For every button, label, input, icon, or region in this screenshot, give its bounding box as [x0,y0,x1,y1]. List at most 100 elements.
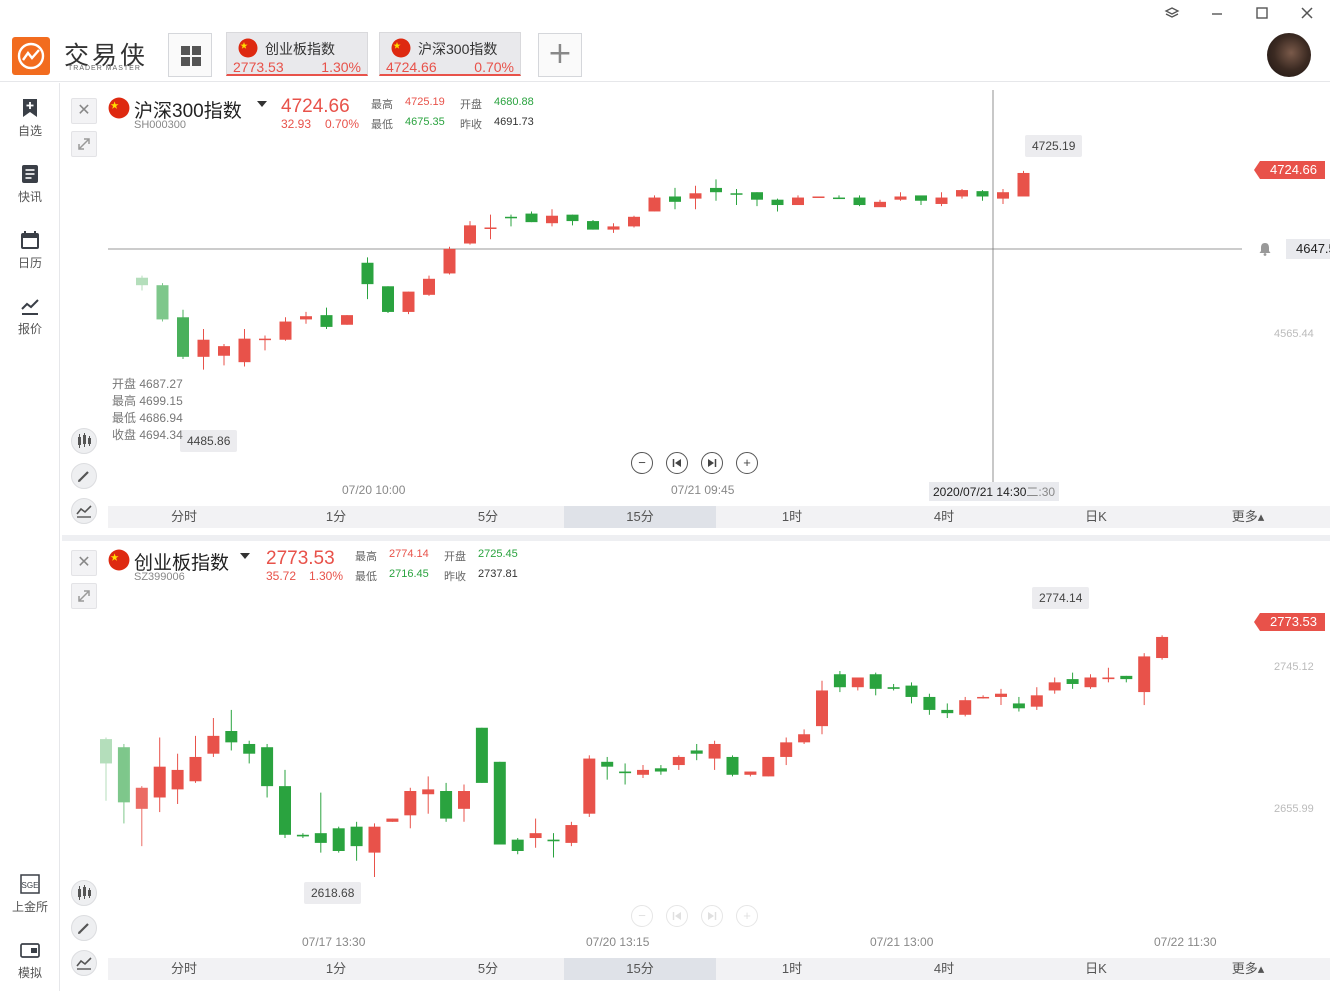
period-3[interactable]: 15分 [564,506,716,528]
minimize-icon[interactable] [1206,2,1228,24]
candle [350,821,363,861]
price-alert-bell-icon[interactable] [1258,242,1272,256]
candle-body [607,226,620,230]
period-6[interactable]: 日K [1085,509,1107,524]
candle-body [1030,695,1043,707]
period-7[interactable]: 更多▴ [1231,509,1265,524]
chart-type-button[interactable] [71,950,97,976]
period-3[interactable]: 15分 [564,958,716,980]
candle-body [792,197,804,206]
sidebar-item-simulate[interactable]: 模拟 [0,939,60,981]
dropdown-caret-icon[interactable] [240,553,250,561]
scroll-end-button[interactable] [701,905,723,927]
instrument-name[interactable]: 沪深300指数 [134,101,242,122]
candle [1120,675,1133,683]
candle-body [484,227,497,229]
candle-body [493,761,506,845]
indicator-tool-button[interactable] [71,428,97,454]
period-0[interactable]: 分时 [170,509,197,524]
zoom-out-button[interactable]: − [631,905,653,927]
candle-body [440,791,453,819]
maximize-icon[interactable] [1251,2,1273,24]
candle-body [812,196,825,198]
candle-body [529,833,542,839]
instrument-name[interactable]: 创业板指数 [134,553,230,574]
indicator-tool-button[interactable] [71,880,97,906]
sidebar-item-label: 报价 [17,322,42,336]
layers-icon[interactable] [1161,2,1183,24]
close-window-icon[interactable] [1296,2,1318,24]
expand-panel-button[interactable] [71,131,97,157]
stat-label-low: 最低 [355,571,377,583]
candlestick-chart[interactable] [62,541,1330,953]
candle-body [672,756,685,766]
period-7[interactable]: 更多▴ [1231,961,1265,976]
draw-tool-button[interactable] [71,915,97,941]
candle-body [1102,677,1115,680]
candle-body [874,201,886,208]
bookmark-plus-icon [23,99,37,117]
pencil-icon [78,471,89,482]
zoom-in-button[interactable]: + [736,452,758,474]
chart-type-button[interactable] [71,498,97,524]
sidebar-item-quotes[interactable]: 报价 [0,295,60,337]
scroll-start-button[interactable] [666,452,688,474]
candle-body [565,825,578,843]
period-2[interactable]: 5分 [477,961,499,976]
dropdown-caret-icon[interactable] [257,101,267,109]
period-4[interactable]: 1时 [781,961,803,976]
candlestick-chart[interactable] [62,88,1330,500]
period-4[interactable]: 1时 [781,509,803,524]
period-1[interactable]: 1分 [325,961,347,976]
candle-body [197,339,210,357]
expand-panel-button[interactable] [71,583,97,609]
tab-hs300[interactable]: 沪深300指数 4724.66 0.70% [379,32,521,76]
stat-label-prev-close: 昨收 [460,119,482,131]
period-2[interactable]: 5分 [477,509,499,524]
period-5[interactable]: 4时 [933,509,955,524]
candle-body [464,225,476,244]
sidebar-item-sge[interactable]: SGE 上金所 [0,873,60,915]
candle-body [710,187,722,193]
user-avatar[interactable] [1267,33,1311,77]
zoom-out-button[interactable]: − [631,452,653,474]
candle [296,833,309,839]
candle [386,818,399,822]
stat-value-open: 4680.88 [494,96,534,108]
close-panel-button[interactable]: ✕ [71,550,97,576]
candle [833,195,845,200]
candle [475,727,488,783]
china-flag-icon [238,38,258,58]
skip-back-icon [672,912,681,920]
add-tab-button[interactable]: + [538,33,582,77]
candle [935,192,948,207]
candle-body [833,674,846,688]
period-0[interactable]: 分时 [170,961,197,976]
period-5[interactable]: 4时 [933,961,955,976]
candle-body [443,248,456,274]
sidebar-item-label: 自选 [17,124,42,138]
scroll-end-button[interactable] [701,452,723,474]
draw-tool-button[interactable] [71,463,97,489]
candle [464,221,476,245]
sidebar-item-news[interactable]: 快讯 [0,163,60,205]
close-panel-button[interactable]: ✕ [71,98,97,124]
period-6[interactable]: 日K [1085,961,1107,976]
chart-panel-hs300: ✕ 沪深300指数 SH000300 4724.66 32.93 0.70% 最… [62,88,1330,532]
sidebar-item-watchlist[interactable]: 自选 [0,97,60,139]
stat-label-open: 开盘 [460,99,482,111]
expand-icon [78,590,90,602]
candle [547,833,560,858]
period-1[interactable]: 1分 [325,509,347,524]
period-selector: 分时 1分 5分 15分 1时 4时 日K 更多▴ [108,958,1330,980]
zoom-in-button[interactable]: + [736,905,758,927]
candle-body [587,221,599,230]
layout-grid-button[interactable] [168,33,212,77]
scroll-start-button[interactable] [666,905,688,927]
candle [404,787,417,829]
tab-cyb[interactable]: 创业板指数 2773.53 1.30% [226,32,368,76]
candle-body [997,192,1009,199]
candle [1156,635,1169,660]
sidebar-item-calendar[interactable]: 日历 [0,229,60,271]
candle-body [382,286,394,312]
